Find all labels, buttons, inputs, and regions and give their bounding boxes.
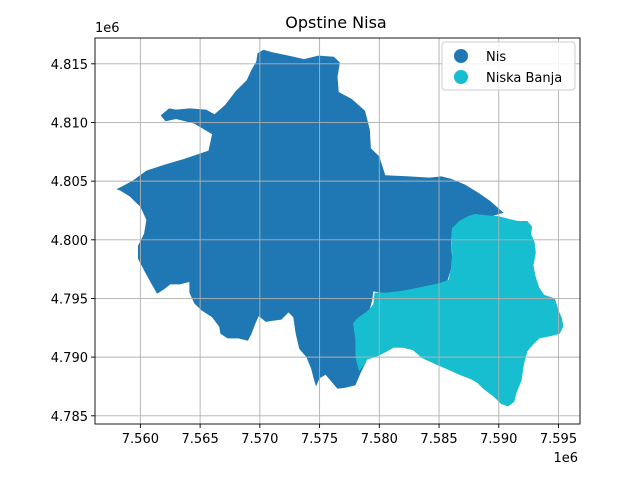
y-tick-label: 4.795 (51, 292, 88, 307)
x-tick-label: 7.595 (540, 432, 577, 447)
axes-frame (94, 37, 581, 425)
x-tick-label: 7.575 (301, 432, 338, 447)
x-tick-label: 7.560 (122, 432, 159, 447)
x-tick-label: 7.570 (241, 432, 278, 447)
legend-marker (454, 70, 468, 84)
x-axis: 7.560 7.565 7.570 7.575 7.580 7.585 7.590 7.595 (122, 424, 577, 447)
legend-label: Nis (486, 50, 506, 65)
x-offset-label: 1e6 (553, 451, 578, 466)
x-tick-label: 7.585 (420, 432, 457, 447)
x-tick-label: 7.565 (182, 432, 219, 447)
regions-layer (116, 49, 564, 407)
y-tick-label: 4.810 (51, 116, 88, 131)
y-tick-label: 4.785 (51, 410, 88, 425)
y-offset-label: 1e6 (95, 21, 120, 36)
y-tick-label: 4.790 (51, 351, 88, 366)
region-niska-banja (353, 214, 564, 407)
chart-title: Opstine Nisa (285, 13, 386, 32)
x-tick-label: 7.580 (361, 432, 398, 447)
y-tick-label: 4.805 (51, 175, 88, 190)
legend-box (441, 41, 576, 91)
legend: Nis Niska Banja (441, 41, 576, 91)
y-tick-label: 4.800 (51, 234, 88, 249)
legend-marker (454, 49, 468, 63)
y-axis: 4.785 4.790 4.795 4.800 4.805 4.810 4.815 (51, 58, 95, 425)
legend-label: Niska Banja (486, 71, 562, 86)
region-nis (116, 49, 504, 389)
x-tick-label: 7.590 (480, 432, 517, 447)
y-tick-label: 4.815 (51, 58, 88, 73)
